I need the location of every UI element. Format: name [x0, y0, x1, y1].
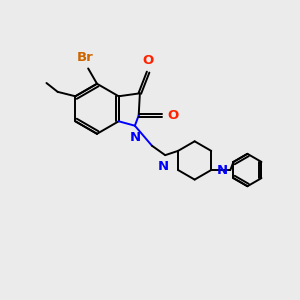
Text: O: O: [142, 54, 154, 67]
Text: N: N: [158, 160, 169, 173]
Text: Br: Br: [76, 51, 93, 64]
Text: O: O: [167, 109, 178, 122]
Text: N: N: [130, 131, 141, 144]
Text: N: N: [217, 164, 228, 176]
